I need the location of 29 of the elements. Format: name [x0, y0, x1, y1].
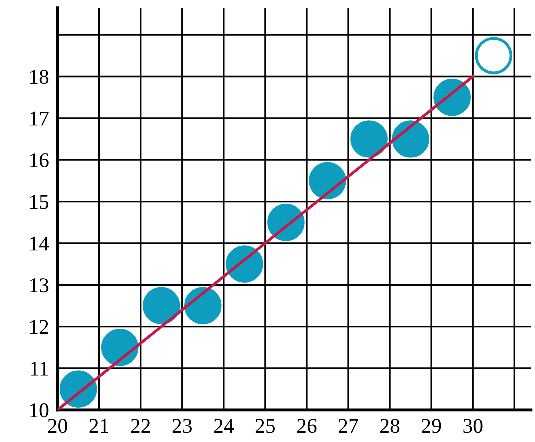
x-tick-label: 25 — [256, 419, 276, 434]
point — [101, 328, 139, 366]
x-tick-label: 29 — [422, 419, 442, 434]
point — [184, 287, 222, 325]
point — [60, 370, 98, 408]
point — [392, 120, 430, 158]
y-tick-label: 17 — [30, 112, 49, 126]
x-tick-label: 20 — [48, 419, 68, 434]
x-tick-label: 27 — [339, 419, 358, 433]
x-tick-label: 26 — [297, 419, 317, 434]
x-tick-label: 21 — [90, 419, 108, 433]
y-tick-label: 13 — [30, 278, 49, 293]
x-tick-label: 30 — [464, 419, 483, 434]
y-tick-label: 11 — [31, 362, 48, 376]
y-tick-label: 15 — [30, 195, 49, 210]
x-tick-label: 24 — [214, 419, 234, 433]
y-tick-label: 18 — [30, 70, 49, 84]
y-tick-label: 12 — [30, 320, 48, 334]
x-tick-label: 22 — [131, 419, 150, 433]
y-tick-label: 10 — [30, 404, 49, 418]
point — [309, 162, 346, 200]
y-tick-label: 16 — [30, 154, 49, 168]
point — [142, 287, 180, 325]
x-tick-label: 28 — [380, 419, 400, 434]
point — [226, 246, 264, 283]
x-tick-label: 23 — [172, 419, 192, 434]
point — [475, 37, 513, 75]
point — [350, 120, 388, 158]
y-tick-label: 14 — [30, 236, 50, 251]
